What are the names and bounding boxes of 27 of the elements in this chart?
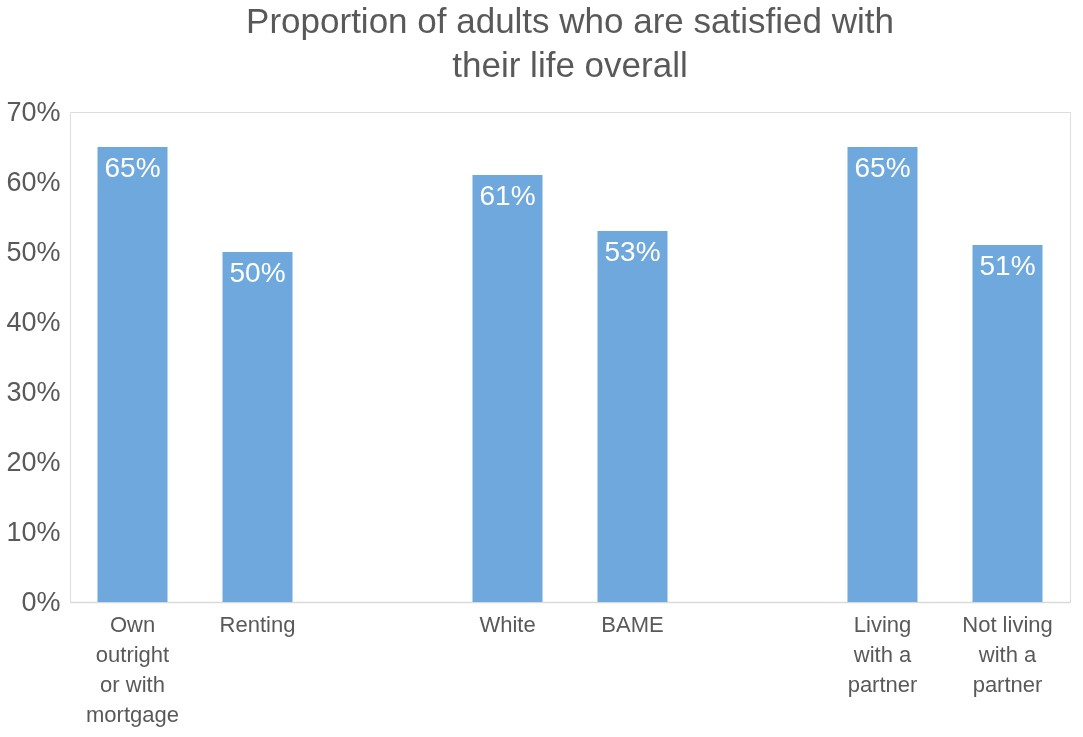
y-tick-label: 0%: [21, 586, 61, 617]
y-tick-label: 50%: [6, 236, 61, 267]
data-label: 53%: [604, 236, 661, 267]
x-tick-label: White: [479, 611, 536, 637]
y-tick-label: 10%: [6, 516, 61, 547]
chart-title: Proportion of adults who are satisfied with their life overall: [246, 1, 894, 84]
x-tick-label: Living with a partner: [847, 611, 918, 697]
x-tick-label: Renting: [219, 611, 296, 637]
y-tick-label: 30%: [6, 376, 61, 407]
y-tick-label: 40%: [6, 306, 61, 337]
data-label: 65%: [104, 152, 161, 183]
bar: [972, 245, 1043, 602]
bar: [472, 175, 543, 602]
bar: [847, 147, 918, 602]
x-tick-label: Own outright or with mortgage: [86, 611, 179, 727]
data-label: 51%: [979, 250, 1036, 281]
bar: [97, 147, 168, 602]
y-tick-label: 60%: [6, 166, 61, 197]
y-tick-label: 20%: [6, 446, 61, 477]
data-label: 50%: [229, 257, 286, 288]
x-tick-label: BAME: [601, 611, 664, 637]
data-label: 65%: [854, 152, 911, 183]
bar: [222, 252, 293, 602]
data-label: 61%: [479, 180, 536, 211]
bar: [597, 231, 668, 602]
x-tick-label: Not living with a partner: [962, 611, 1053, 697]
y-tick-label: 70%: [6, 96, 61, 127]
